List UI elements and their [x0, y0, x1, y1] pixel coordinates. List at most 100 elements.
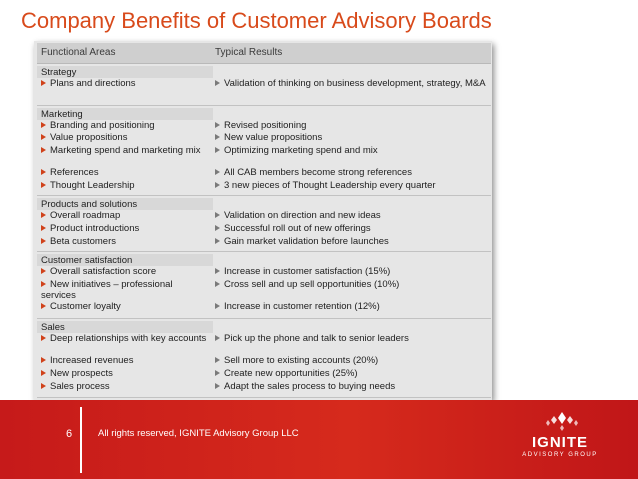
- section-heading-band: [37, 198, 213, 211]
- table-row: Thought Leadership 3 new pieces of Though…: [37, 180, 491, 193]
- bullet-triangle-icon: [215, 237, 220, 244]
- functional-area-cell: References: [41, 167, 207, 178]
- section-heading-label: Customer satisfaction: [41, 255, 133, 267]
- page-number: 6: [66, 428, 73, 440]
- typical-result-cell: Create new opportunities (25%): [215, 368, 487, 379]
- bullet-triangle-icon: [215, 80, 220, 86]
- table-row: Sales process Adapt the sales process to …: [37, 381, 491, 394]
- bullet-triangle-icon: [215, 146, 220, 153]
- functional-area-text: Marketing spend and marketing mix: [50, 144, 201, 156]
- section-heading-label: Strategy: [41, 67, 77, 78]
- typical-result-cell: Increase in customer retention (12%): [215, 301, 487, 312]
- bullet-triangle-icon: [41, 280, 46, 287]
- functional-area-text: References: [50, 167, 99, 179]
- section-heading-band: [37, 107, 213, 120]
- section-heading: Customer satisfaction: [37, 254, 491, 267]
- bullet-triangle-icon: [41, 303, 46, 310]
- typical-result-text: Validation on direction and new ideas: [224, 210, 381, 222]
- typical-result-cell: Validation of thinking on business devel…: [215, 78, 487, 89]
- functional-area-cell: Product introductions: [41, 223, 207, 234]
- ignite-logo: IGNITE ADVISORY GROUP: [520, 410, 600, 466]
- bullet-triangle-icon: [41, 134, 46, 141]
- typical-result-text: Sell more to existing accounts (20%): [224, 355, 379, 367]
- table-row: New prospects Create new opportunities (2…: [37, 368, 491, 381]
- functional-area-text: New prospects: [50, 367, 113, 379]
- table-section: Sales Deep relationships with key account…: [37, 319, 491, 399]
- typical-result-text: Pick up the phone and talk to senior lea…: [224, 332, 409, 344]
- section-heading-band: [37, 66, 213, 78]
- copyright-text: All rights reserved, IGNITE Advisory Gro…: [98, 428, 299, 439]
- bullet-triangle-icon: [215, 357, 220, 364]
- typical-result-cell: Sell more to existing accounts (20%): [215, 355, 487, 366]
- table-row: Overall roadmap Validation on direction a…: [37, 210, 491, 223]
- functional-area-cell: Plans and directions: [41, 78, 207, 89]
- table-row: Deep relationships with key accounts Pick…: [37, 333, 491, 356]
- bullet-triangle-icon: [41, 212, 46, 219]
- table-row: Plans and directions Validation of thinki…: [37, 78, 491, 101]
- section-heading: Sales: [37, 320, 491, 333]
- functional-area-text: Sales process: [50, 380, 110, 392]
- functional-area-text: Plans and directions: [50, 78, 136, 89]
- bullet-triangle-icon: [215, 169, 220, 176]
- bullet-triangle-icon: [41, 181, 46, 188]
- table-row: Beta customers Gain market validation bef…: [37, 236, 491, 249]
- bullet-triangle-icon: [41, 169, 46, 176]
- typical-result-cell: Gain market validation before launches: [215, 236, 487, 247]
- footer-bar: [0, 400, 638, 479]
- functional-area-text: Increased revenues: [50, 355, 134, 367]
- table-row: Branding and positioning Revised position…: [37, 120, 491, 133]
- functional-area-cell: New prospects: [41, 368, 207, 379]
- logo-subtitle: ADVISORY GROUP: [522, 452, 598, 458]
- bullet-triangle-icon: [41, 369, 46, 376]
- section-heading-label: Marketing: [41, 108, 83, 120]
- functional-area-text: Value propositions: [50, 132, 128, 144]
- bullet-triangle-icon: [41, 224, 46, 231]
- section-heading-label: Products and solutions: [41, 199, 138, 211]
- benefits-table: Functional Areas Typical Results Strateg…: [37, 43, 491, 399]
- typical-result-cell: Cross sell and up sell opportunities (10…: [215, 279, 487, 290]
- typical-result-text: Validation of thinking on business devel…: [224, 78, 486, 89]
- functional-area-cell: Thought Leadership: [41, 180, 207, 191]
- typical-result-text: Increase in customer satisfaction (15%): [224, 266, 391, 278]
- functional-area-text: New initiatives – professional services: [41, 278, 173, 301]
- functional-area-text: Branding and positioning: [50, 119, 155, 131]
- functional-area-cell: Customer loyalty: [41, 301, 207, 312]
- typical-result-cell: Optimizing marketing spend and mix: [215, 145, 487, 156]
- section-heading: Strategy: [37, 66, 491, 78]
- table-row: Product introductions Successful roll out…: [37, 223, 491, 236]
- section-heading-label: Sales: [41, 321, 65, 333]
- table-section: Marketing Branding and positioning Revised…: [37, 106, 491, 197]
- typical-result-cell: 3 new pieces of Thought Leadership every…: [215, 180, 487, 191]
- bullet-triangle-icon: [215, 280, 220, 287]
- typical-result-cell: Validation on direction and new ideas: [215, 210, 487, 221]
- typical-result-text: New value propositions: [224, 132, 323, 144]
- bullet-triangle-icon: [215, 181, 220, 188]
- functional-area-text: Beta customers: [50, 235, 116, 247]
- table-row: References All CAB members become strong …: [37, 167, 491, 180]
- typical-result-text: All CAB members become strong references: [224, 167, 412, 179]
- table-section: Customer satisfaction Overall satisfactio…: [37, 252, 491, 319]
- table-row: New initiatives – professional services C…: [37, 279, 491, 302]
- functional-area-cell: Value propositions: [41, 132, 207, 143]
- bullet-triangle-icon: [215, 134, 220, 141]
- typical-result-text: Adapt the sales process to buying needs: [224, 380, 396, 392]
- typical-result-text: Successful roll out of new offerings: [224, 222, 371, 234]
- bullet-triangle-icon: [41, 80, 46, 86]
- bullet-triangle-icon: [41, 268, 46, 275]
- typical-result-cell: Successful roll out of new offerings: [215, 223, 487, 234]
- functional-area-cell: Marketing spend and marketing mix: [41, 145, 207, 156]
- table-row: Marketing spend and marketing mix Optimiz…: [37, 145, 491, 168]
- slide-title: Company Benefits of Customer Advisory Bo…: [21, 8, 492, 33]
- bullet-triangle-icon: [215, 212, 220, 219]
- section-heading: Products and solutions: [37, 198, 491, 211]
- bullet-triangle-icon: [215, 382, 220, 389]
- functional-area-text: Customer loyalty: [50, 301, 121, 313]
- typical-result-cell: Increase in customer satisfaction (15%): [215, 266, 487, 277]
- bullet-triangle-icon: [41, 237, 46, 244]
- functional-area-cell: Increased revenues: [41, 355, 207, 366]
- functional-area-text: Overall satisfaction score: [50, 266, 157, 278]
- table-row: Customer loyalty Increase in customer ret…: [37, 301, 491, 314]
- bullet-triangle-icon: [215, 369, 220, 376]
- typical-result-text: Optimizing marketing spend and mix: [224, 144, 378, 156]
- table-row: Value propositions New value propositions: [37, 132, 491, 145]
